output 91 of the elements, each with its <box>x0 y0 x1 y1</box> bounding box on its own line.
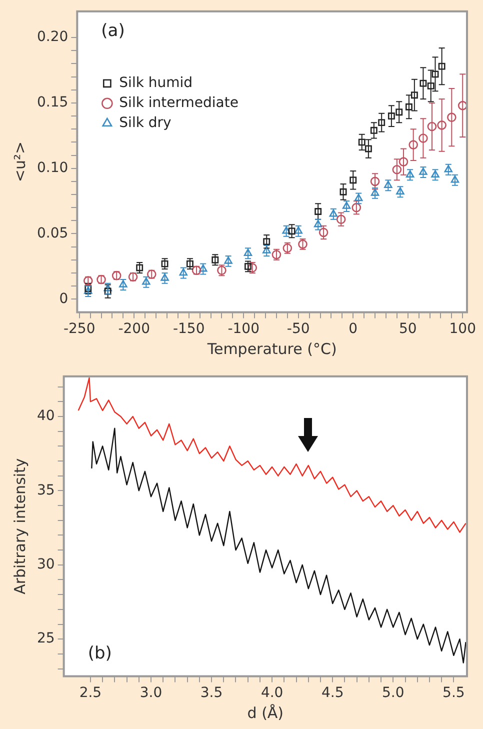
point <box>370 188 380 196</box>
point <box>396 187 404 195</box>
point <box>160 274 169 281</box>
point <box>350 176 357 184</box>
point <box>431 170 440 178</box>
y-tick-label: 0.15 <box>37 94 68 111</box>
point <box>432 70 439 78</box>
point <box>314 208 322 215</box>
point <box>354 194 363 202</box>
legend-label: Silk humid <box>119 75 193 92</box>
y-tick-label: 0.05 <box>37 225 68 242</box>
point <box>161 260 168 268</box>
x-tick-label: 50 <box>398 321 417 338</box>
point <box>378 119 386 126</box>
point <box>405 103 412 110</box>
point <box>406 170 414 178</box>
point <box>244 248 252 256</box>
x-tick-label: 3.5 <box>200 685 223 702</box>
point <box>198 264 208 272</box>
point <box>336 214 346 224</box>
point <box>398 157 408 166</box>
x-tick-label: 2.5 <box>79 685 102 702</box>
point <box>458 100 467 110</box>
y-tick-label: 30 <box>36 556 55 573</box>
point <box>370 126 378 134</box>
point <box>179 268 188 276</box>
x-tick-label: -250 <box>63 321 96 338</box>
point <box>410 92 418 99</box>
point <box>352 202 362 212</box>
point <box>444 164 452 172</box>
point <box>212 256 219 264</box>
point <box>329 209 338 217</box>
x-tick-label: -50 <box>286 321 310 338</box>
point <box>427 122 437 132</box>
point <box>104 288 112 295</box>
x-tick-label: 5.5 <box>442 685 465 702</box>
annotation: (a) <box>101 20 125 41</box>
point <box>318 228 328 238</box>
point <box>136 264 144 272</box>
point <box>263 238 270 246</box>
point <box>437 120 446 130</box>
x-tick-label: -100 <box>228 321 260 338</box>
point <box>396 108 403 116</box>
point <box>447 112 456 122</box>
x-tick-label: 0 <box>348 321 358 338</box>
point <box>364 145 372 152</box>
point <box>384 180 392 188</box>
point <box>419 168 428 175</box>
point <box>342 202 351 209</box>
point <box>450 175 460 183</box>
point <box>104 284 112 292</box>
x-axis-title: d (Å) <box>247 704 284 722</box>
point <box>388 112 395 120</box>
point <box>244 262 252 270</box>
point <box>392 164 402 174</box>
point <box>358 138 366 146</box>
point <box>418 134 428 143</box>
point <box>314 220 322 228</box>
point <box>294 226 302 234</box>
point <box>427 82 434 90</box>
y-axis-title: Arbitrary intensity <box>10 458 29 594</box>
point <box>438 62 446 70</box>
y-tick-label: 0 <box>59 290 68 307</box>
x-tick-label: -200 <box>118 321 150 338</box>
y-axis-title: <u²> <box>10 141 29 182</box>
point <box>370 176 380 186</box>
point <box>142 277 150 285</box>
x-tick-label: 3.0 <box>140 685 162 702</box>
point <box>282 226 290 234</box>
point <box>408 140 418 150</box>
point <box>186 260 194 268</box>
x-axis-title: Temperature (°C) <box>206 340 337 358</box>
point <box>262 246 271 254</box>
legend-label: Silk dry <box>119 115 172 132</box>
x-tick-label: -150 <box>172 321 205 338</box>
y-tick-label: 40 <box>36 408 55 424</box>
y-tick-label: 0.20 <box>37 29 68 46</box>
annotation: (b) <box>88 644 112 664</box>
point <box>340 188 347 196</box>
point <box>288 228 296 235</box>
x-tick-label: 100 <box>449 321 476 338</box>
y-tick-label: 35 <box>36 482 55 498</box>
point <box>224 256 232 264</box>
x-tick-label: 4.5 <box>321 685 344 702</box>
y-tick-label: 0.10 <box>37 160 68 176</box>
x-tick-label: 5.0 <box>382 685 404 702</box>
point <box>420 80 427 87</box>
point <box>119 280 128 288</box>
legend-label: Silk intermediate <box>119 95 238 112</box>
x-tick-label: 4.0 <box>260 685 284 702</box>
y-tick-label: 25 <box>36 630 55 647</box>
